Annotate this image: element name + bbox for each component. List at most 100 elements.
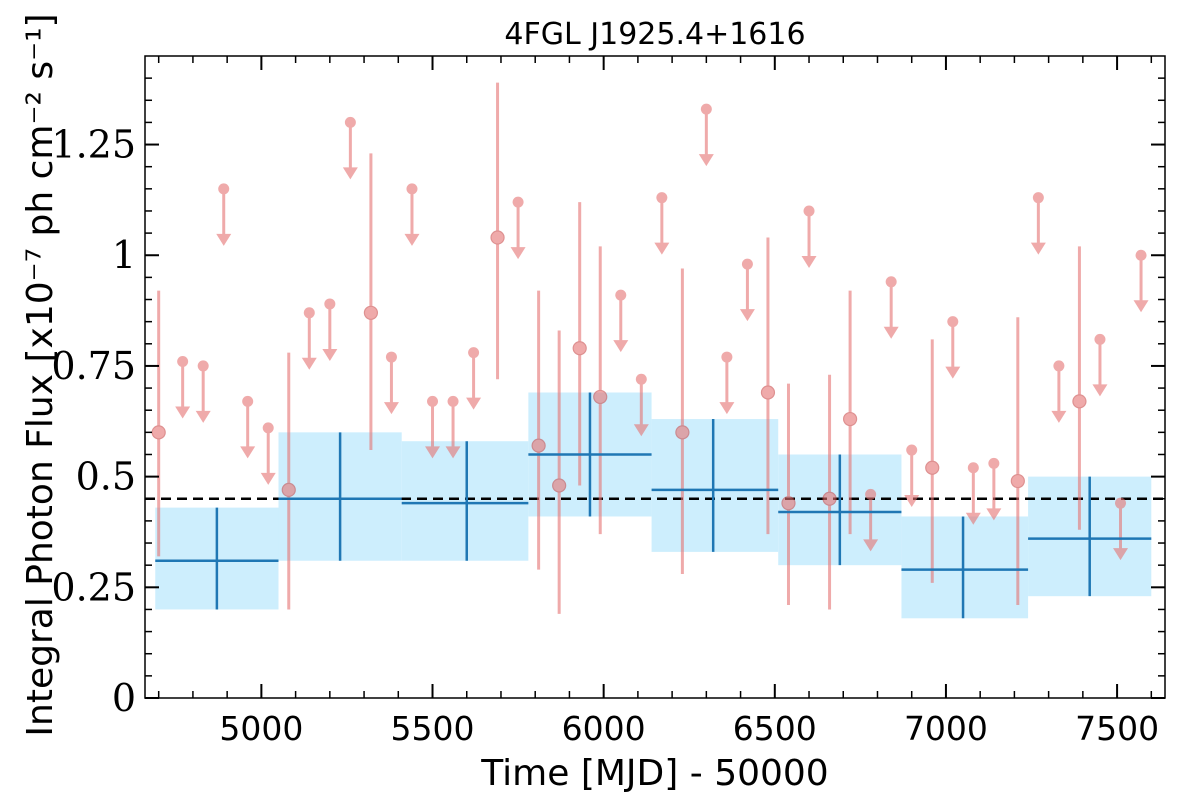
upper-limit-point <box>1133 249 1149 313</box>
upper-limit-arrow <box>654 242 670 255</box>
detection-point <box>490 82 505 380</box>
detection-marker <box>552 478 567 493</box>
upper-limit-marker <box>303 307 315 319</box>
upper-limit-point <box>216 183 232 246</box>
upper-limit-point <box>404 183 420 246</box>
upper-limit-arrow <box>719 402 735 415</box>
upper-limit-arrow <box>301 357 317 370</box>
upper-limit-arrow <box>633 424 649 437</box>
upper-limit-arrow <box>216 233 232 246</box>
upper-limit-point <box>1113 497 1129 561</box>
upper-limit-point <box>1051 360 1067 423</box>
detection-point <box>593 246 608 535</box>
upper-limit-arrow <box>945 366 961 379</box>
upper-limit-arrow <box>404 233 420 246</box>
upper-limit-marker <box>1115 497 1127 509</box>
upper-limit-arrow <box>175 406 191 419</box>
detection-marker <box>281 482 296 498</box>
upper-limit-point <box>1030 192 1046 255</box>
bin-point <box>278 432 402 561</box>
upper-limit-point <box>195 360 211 423</box>
upper-limit-marker <box>1032 192 1044 204</box>
upper-limit-arrow <box>342 167 358 180</box>
upper-limit-point <box>719 351 735 415</box>
detection-marker <box>822 491 837 506</box>
upper-limit-point <box>698 103 714 167</box>
detection-point <box>1010 317 1025 606</box>
upper-limit-point <box>466 347 482 410</box>
upper-limit-point <box>613 289 629 353</box>
upper-limit-marker <box>218 183 230 195</box>
upper-limit-marker <box>324 298 336 310</box>
y-tick-label: 0.75 <box>51 344 136 388</box>
upper-limit-arrow <box>1030 242 1046 255</box>
x-tick-label: 6500 <box>733 709 817 748</box>
upper-limit-marker <box>177 356 189 368</box>
upper-limit-marker <box>947 316 959 328</box>
upper-limit-point <box>986 457 1002 521</box>
x-tick-label: 5500 <box>391 709 475 748</box>
detection-point <box>151 290 166 557</box>
upper-limit-marker <box>906 444 918 456</box>
upper-limit-marker <box>197 360 209 372</box>
detection-point <box>781 383 796 606</box>
upper-limit-point <box>510 196 526 260</box>
upper-limit-marker <box>262 422 274 434</box>
y-tick-label: 1 <box>112 233 136 277</box>
upper-limit-marker <box>615 289 627 301</box>
y-tick-label: 1.25 <box>51 123 136 167</box>
bin-band <box>651 419 779 552</box>
bin-point <box>651 419 779 552</box>
upper-limit-marker <box>803 205 815 217</box>
upper-limit-marker <box>427 395 439 407</box>
detection-marker <box>151 425 166 440</box>
upper-limit-point <box>904 444 920 508</box>
bin-bands <box>155 392 1152 619</box>
x-tick-label: 5000 <box>219 709 303 748</box>
upper-limit-arrow <box>195 410 211 423</box>
detection-marker <box>363 305 379 320</box>
upper-limit-arrow <box>801 255 817 268</box>
upper-limit-marker <box>741 258 753 270</box>
detection-marker <box>531 438 546 453</box>
upper-limit-point <box>322 298 338 361</box>
bin-point <box>778 454 902 566</box>
upper-limit-point <box>654 192 670 255</box>
detection-point <box>822 374 837 610</box>
upper-limit-marker <box>885 276 897 288</box>
upper-limit-marker <box>635 373 647 385</box>
detection-point <box>925 339 940 583</box>
detection-point <box>552 330 567 614</box>
upper-limit-arrow <box>425 446 441 459</box>
bin-point <box>1028 476 1152 597</box>
upper-limit-point <box>945 316 961 379</box>
upper-limit-arrow <box>863 539 879 552</box>
upper-limit-arrow <box>1051 410 1067 423</box>
detection-point <box>760 237 776 535</box>
detection-point <box>675 268 690 575</box>
upper-limit-arrow <box>613 340 629 353</box>
upper-limit-marker <box>656 192 668 204</box>
upper-limit-arrow <box>1092 384 1108 397</box>
upper-limit-arrow <box>698 154 714 167</box>
detection-marker <box>490 230 505 245</box>
upper-limit-marker <box>967 462 979 474</box>
upper-limit-arrow <box>883 326 899 339</box>
y-tick-label: 0.5 <box>76 455 136 499</box>
upper-limit-marker <box>1053 360 1065 372</box>
upper-limit-arrow <box>965 512 981 525</box>
detection-point <box>281 352 296 610</box>
detection-points <box>151 82 1087 614</box>
upper-limit-marker <box>468 347 480 359</box>
upper-limit-arrow <box>240 446 256 459</box>
detection-point <box>531 290 546 570</box>
upper-limit-point <box>863 488 879 552</box>
chart-title: 4FGL J1925.4+1616 <box>504 17 805 52</box>
x-axis: 5000 5500 6000 6500 7000 7500 <box>157 56 1159 748</box>
upper-limit-marker <box>344 116 356 128</box>
upper-limit-arrow <box>986 508 1002 521</box>
bin-point <box>155 507 279 610</box>
y-tick-label: 0.25 <box>51 565 136 609</box>
detection-point <box>572 202 587 486</box>
